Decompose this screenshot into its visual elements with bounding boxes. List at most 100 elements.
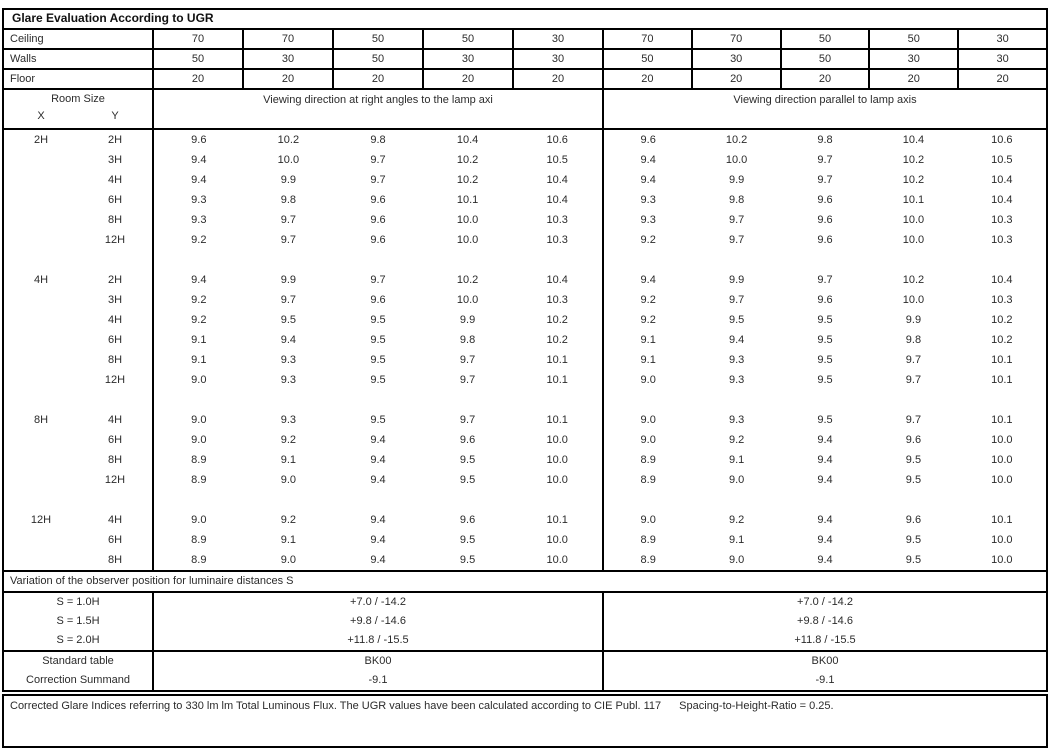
- column-header-row: Room Size X Y Viewing direction at right…: [4, 90, 1046, 130]
- xy-axis-labels: X Y: [4, 108, 152, 125]
- ugr-value: 9.7: [370, 154, 386, 166]
- ugr-value: 9.5: [905, 534, 922, 546]
- room-x-label: [4, 170, 78, 190]
- room-x-label: 4H: [33, 274, 49, 286]
- ugr-value: 9.3: [640, 194, 656, 206]
- ugr-value: 10.1: [991, 374, 1013, 386]
- ugr-values-left: 9.2 9.7 9.6 10.0 10.3: [152, 290, 602, 310]
- ugr-values-left: 9.0 9.3 9.5 9.7 10.1: [152, 410, 602, 430]
- ugr-values-left: 9.4 10.0 9.7 10.2 10.5: [152, 150, 602, 170]
- ugr-value: 9.0: [191, 514, 207, 526]
- ugr-value: 8.9: [640, 554, 656, 566]
- room-x-label: [4, 370, 78, 390]
- ugr-value: 9.7: [459, 354, 476, 366]
- ugr-value: 9.0: [640, 514, 656, 526]
- room-y-label: 6H: [107, 534, 123, 546]
- surface-value: 50: [332, 30, 422, 48]
- ugr-value: 10.0: [991, 554, 1013, 566]
- ugr-value: 9.4: [817, 514, 833, 526]
- ugr-values-right: 9.0 9.2 9.4 9.6 10.1: [602, 510, 1046, 530]
- ugr-values-right: 9.3 9.7 9.6 10.0 10.3: [602, 210, 1046, 230]
- ugr-value: 9.3: [191, 194, 207, 206]
- surface-value: 20: [191, 73, 205, 85]
- ugr-value: 9.2: [728, 434, 745, 446]
- ugr-values-left: 9.0 9.2 9.4 9.6 10.1: [152, 510, 602, 530]
- room-x-label: 2H: [33, 134, 49, 146]
- group-spacer-row: [4, 250, 1046, 270]
- ugr-value: 8.9: [640, 454, 656, 466]
- ugr-row: 4H 9.2 9.5 9.5 9.9 10.2 9.2 9.5 9.5 9.9 10.2: [4, 310, 1046, 330]
- ugr-value: 9.4: [817, 554, 833, 566]
- ugr-value: 9.8: [280, 194, 297, 206]
- ugr-values-right: 9.0 9.2 9.4 9.6 10.0: [602, 430, 1046, 450]
- observer-distance-label: S = 1.5H: [56, 615, 100, 627]
- ugr-value: 9.5: [370, 374, 386, 386]
- ugr-value: 10.3: [546, 294, 568, 306]
- ugr-value: 8.9: [191, 534, 207, 546]
- ugr-row: 6H 9.3 9.8 9.6 10.1 10.4 9.3 9.8 9.6 10.1 10.4: [4, 190, 1046, 210]
- surface-value: 30: [422, 50, 512, 68]
- ugr-value: 10.2: [991, 334, 1013, 346]
- ugr-row: 8H 9.3 9.7 9.6 10.0 10.3 9.3 9.7 9.6 10.0 10.3: [4, 210, 1046, 230]
- ugr-value: 9.7: [370, 174, 386, 186]
- ugr-value: 9.6: [459, 514, 476, 526]
- surface-value: 20: [242, 70, 332, 88]
- ugr-row: 12H 4H 9.0 9.2 9.4 9.6 10.1 9.0 9.2 9.4 9.6 10.1: [4, 510, 1046, 530]
- ugr-value: 9.2: [280, 434, 297, 446]
- ugr-row: 12H 9.2 9.7 9.6 10.0 10.3 9.2 9.7 9.6 10.0 10.3: [4, 230, 1046, 250]
- x-axis-label: X: [37, 110, 45, 122]
- room-y-label: 12H: [104, 374, 126, 386]
- room-x-label: [4, 450, 78, 470]
- ugr-value: 10.4: [546, 194, 568, 206]
- ugr-value: 9.5: [459, 554, 476, 566]
- ugr-value: 9.4: [640, 154, 656, 166]
- spacer-right: [602, 250, 1046, 270]
- ugr-value: 10.4: [546, 274, 568, 286]
- ugr-value: 9.0: [640, 414, 656, 426]
- ugr-values-left: 8.9 9.1 9.4 9.5 10.0: [152, 530, 602, 550]
- ugr-value: 9.1: [728, 454, 745, 466]
- ugr-value: 10.0: [456, 234, 479, 246]
- ugr-value: 9.4: [191, 274, 207, 286]
- surface-value: 30: [242, 50, 332, 68]
- ugr-values-right: 9.4 9.9 9.7 10.2 10.4: [602, 270, 1046, 290]
- ugr-value: 9.4: [280, 334, 297, 346]
- ugr-value: 10.2: [277, 134, 300, 146]
- room-y-label: 8H: [107, 454, 123, 466]
- ugr-value: 9.7: [905, 354, 922, 366]
- surface-value: 20: [512, 70, 602, 88]
- ugr-values-right: 9.2 9.7 9.6 10.0 10.3: [602, 230, 1046, 250]
- ugr-value: 9.2: [640, 234, 656, 246]
- ugr-value: 9.7: [728, 294, 745, 306]
- room-y-label: 4H: [107, 314, 123, 326]
- ugr-value: 10.1: [991, 514, 1013, 526]
- ugr-value: 9.2: [191, 294, 207, 306]
- ugr-value: 10.0: [991, 454, 1013, 466]
- ugr-value: 9.4: [370, 474, 386, 486]
- ugr-value: 9.4: [370, 454, 386, 466]
- ugr-values-left: 9.6 10.2 9.8 10.4 10.6: [152, 130, 602, 150]
- ugr-value: 10.4: [991, 274, 1013, 286]
- surface-values-left: 70 70 50 50 30: [152, 30, 602, 48]
- room-y-label: 12H: [104, 234, 126, 246]
- ugr-value: 9.0: [640, 374, 656, 386]
- surface-label: Ceiling: [10, 33, 44, 45]
- ugr-value: 9.0: [191, 434, 207, 446]
- ugr-value: 9.6: [370, 194, 386, 206]
- ugr-value: 8.9: [191, 454, 207, 466]
- observer-distance-row: S = 2.0H +11.8 / -15.5 +11.8 / -15.5: [4, 631, 1046, 650]
- ugr-value: 9.4: [370, 434, 386, 446]
- ugr-value: 9.4: [370, 534, 386, 546]
- ugr-values-right: 8.9 9.1 9.4 9.5 10.0: [602, 530, 1046, 550]
- ugr-value: 9.0: [280, 554, 297, 566]
- ugr-value: 10.3: [991, 294, 1013, 306]
- surface-value: 50: [779, 50, 869, 68]
- observer-distance-row: S = 1.0H +7.0 / -14.2 +7.0 / -14.2: [4, 593, 1046, 612]
- ugr-values-left: 9.2 9.5 9.5 9.9 10.2: [152, 310, 602, 330]
- surface-value: 70: [641, 33, 654, 45]
- ugr-value: 10.0: [991, 474, 1013, 486]
- ugr-value: 9.4: [817, 474, 833, 486]
- ugr-value: 9.8: [459, 334, 476, 346]
- room-y-label: 3H: [107, 294, 123, 306]
- ugr-value: 10.0: [546, 534, 568, 546]
